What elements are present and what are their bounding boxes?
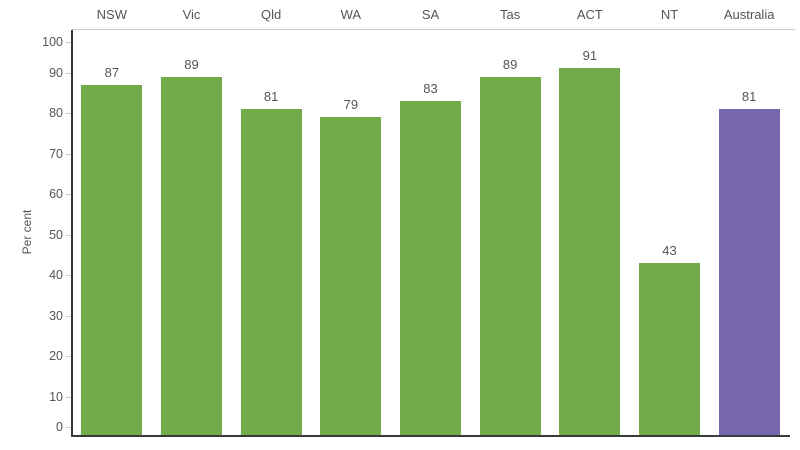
y-tick-label: 80 bbox=[49, 106, 63, 120]
bar-value-label: 91 bbox=[582, 48, 598, 64]
bar-value-label: 89 bbox=[184, 56, 199, 72]
bar-value-label: 83 bbox=[423, 80, 438, 96]
y-tick-mark bbox=[66, 194, 71, 195]
bar-value-label: 43 bbox=[662, 242, 677, 258]
y-tick-label: 60 bbox=[49, 187, 63, 201]
category-label: SA bbox=[421, 7, 440, 22]
bar-australia bbox=[718, 108, 780, 437]
bar-vic bbox=[161, 76, 222, 437]
category-label: Tas bbox=[500, 7, 521, 22]
y-tick-label: 100 bbox=[42, 35, 63, 49]
y-tick-label: 30 bbox=[49, 308, 63, 323]
y-tick-mark bbox=[66, 396, 71, 398]
y-tick-mark bbox=[66, 315, 71, 317]
bar-sa bbox=[400, 100, 461, 437]
category-label: NSW bbox=[96, 7, 127, 22]
bar-act bbox=[559, 68, 621, 437]
bar-nsw bbox=[81, 84, 143, 437]
y-tick-label: 40 bbox=[49, 268, 63, 282]
bar-value-label: 81 bbox=[741, 88, 757, 104]
category-label: WA bbox=[340, 7, 362, 22]
y-axis-line bbox=[71, 30, 73, 437]
bar-value-label: 81 bbox=[263, 88, 279, 104]
y-tick-mark bbox=[66, 153, 71, 155]
category-label: Qld bbox=[261, 7, 282, 22]
y-tick-label: 70 bbox=[49, 146, 63, 161]
y-tick-mark bbox=[66, 72, 71, 74]
category-label: Vic bbox=[182, 7, 201, 22]
y-tick-mark bbox=[66, 427, 71, 428]
y-tick-mark bbox=[66, 113, 71, 114]
y-tick-mark bbox=[66, 234, 71, 236]
y-tick-label: 50 bbox=[49, 227, 63, 242]
bar-qld bbox=[240, 108, 302, 437]
y-tick-mark bbox=[66, 275, 71, 276]
bar-wa bbox=[320, 117, 382, 437]
bar-nt bbox=[639, 262, 700, 437]
y-tick-label: 0 bbox=[56, 420, 63, 434]
header-divider-line bbox=[72, 29, 795, 30]
y-tick-label: 20 bbox=[49, 349, 63, 363]
x-axis-line bbox=[71, 435, 790, 437]
bar-value-label: 89 bbox=[502, 56, 518, 72]
y-tick-mark bbox=[66, 42, 71, 43]
y-tick-label: 10 bbox=[49, 389, 63, 404]
category-label: NT bbox=[660, 7, 679, 22]
bar-value-label: 87 bbox=[104, 64, 120, 80]
y-tick-label: 90 bbox=[49, 65, 63, 80]
y-tick-mark bbox=[66, 356, 71, 357]
bar-value-label: 79 bbox=[343, 97, 359, 113]
bar-tas bbox=[479, 76, 541, 437]
category-label: Australia bbox=[723, 7, 775, 22]
category-label: ACT bbox=[576, 7, 603, 22]
